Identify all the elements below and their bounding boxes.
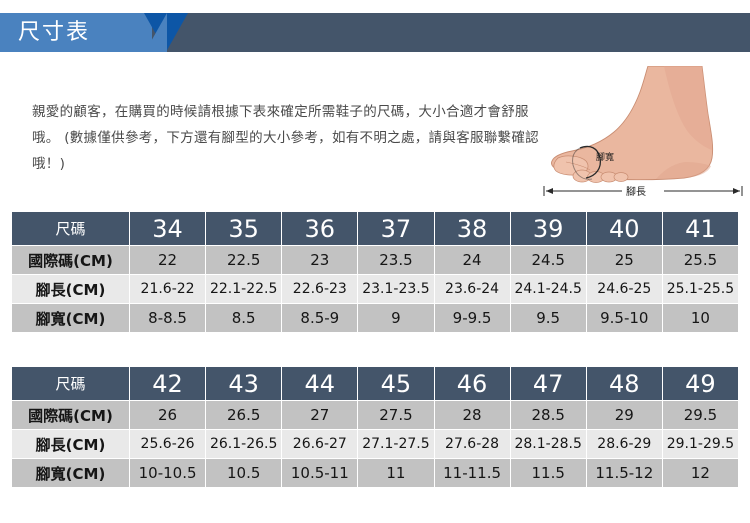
row-label-international: 國際碼(CM) (11, 245, 130, 275)
size-chart-table-small: 尺碼 34 35 36 37 38 39 40 41 國際碼(CM) 22 22… (11, 211, 740, 333)
header-size-3: 45 (357, 366, 435, 401)
cell-width-0: 10-10.5 (128, 458, 207, 488)
cell-width-7: 10 (661, 303, 740, 333)
cell-width-6: 11.5-12 (585, 458, 663, 488)
cell-intl-3: 27.5 (357, 400, 435, 430)
cell-width-1: 10.5 (205, 458, 283, 488)
cell-length-7: 25.1-25.5 (661, 274, 740, 304)
cell-intl-0: 26 (128, 400, 207, 430)
cell-length-1: 26.1-26.5 (205, 429, 283, 459)
cell-length-4: 23.6-24 (433, 274, 511, 304)
header-size-1: 43 (205, 366, 283, 401)
table-row: 國際碼(CM) 26 26.5 27 27.5 28 28.5 29 29.5 (11, 400, 740, 430)
table-row: 腳長(CM) 21.6-22 22.1-22.5 22.6-23 23.1-23… (11, 274, 740, 304)
header-size-5: 39 (509, 211, 587, 246)
header-size-1: 35 (205, 211, 283, 246)
cell-width-2: 8.5-9 (281, 303, 359, 333)
table-row: 腳寬(CM) 10-10.5 10.5 10.5-11 11 11-11.5 1… (11, 458, 740, 488)
cell-intl-3: 23.5 (357, 245, 435, 275)
cell-length-0: 25.6-26 (128, 429, 207, 459)
cell-intl-0: 22 (128, 245, 207, 275)
cell-length-1: 22.1-22.5 (205, 274, 283, 304)
header-size-4: 38 (433, 211, 511, 246)
cell-intl-4: 24 (433, 245, 511, 275)
table-row: 國際碼(CM) 22 22.5 23 23.5 24 24.5 25 25.5 (11, 245, 740, 275)
table-header-row: 尺碼 42 43 44 45 46 47 48 49 (11, 366, 740, 401)
header-size-3: 37 (357, 211, 435, 246)
header-size-7: 41 (661, 211, 740, 246)
header-size-2: 36 (281, 211, 359, 246)
cell-length-5: 24.1-24.5 (509, 274, 587, 304)
header-size-5: 47 (509, 366, 587, 401)
row-label-international: 國際碼(CM) (11, 400, 130, 430)
cell-width-4: 11-11.5 (433, 458, 511, 488)
row-label-foot-width: 腳寬(CM) (11, 458, 130, 488)
cell-length-2: 22.6-23 (281, 274, 359, 304)
cell-intl-1: 22.5 (205, 245, 283, 275)
cell-intl-2: 27 (281, 400, 359, 430)
cell-intl-6: 25 (585, 245, 663, 275)
foot-measurement-diagram: 腳寬 腳長 (536, 66, 750, 200)
cell-width-7: 12 (661, 458, 740, 488)
cell-length-6: 28.6-29 (585, 429, 663, 459)
header-size-label: 尺碼 (11, 211, 130, 246)
cell-intl-6: 29 (585, 400, 663, 430)
header-size-6: 48 (585, 366, 663, 401)
cell-intl-1: 26.5 (205, 400, 283, 430)
cell-width-1: 8.5 (205, 303, 283, 333)
cell-intl-2: 23 (281, 245, 359, 275)
table-header-row: 尺碼 34 35 36 37 38 39 40 41 (11, 211, 740, 246)
table-header: 尺碼 34 35 36 37 38 39 40 41 (11, 211, 740, 246)
cell-length-4: 27.6-28 (433, 429, 511, 459)
cell-length-3: 27.1-27.5 (357, 429, 435, 459)
table-row: 腳寬(CM) 8-8.5 8.5 8.5-9 9 9-9.5 9.5 9.5-1… (11, 303, 740, 333)
row-label-foot-length: 腳長(CM) (11, 274, 130, 304)
banner-wedge-light-shape (145, 13, 167, 52)
cell-intl-5: 28.5 (509, 400, 587, 430)
header-size-4: 46 (433, 366, 511, 401)
cell-width-4: 9-9.5 (433, 303, 511, 333)
size-chart-table-large: 尺碼 42 43 44 45 46 47 48 49 國際碼(CM) 26 26… (11, 366, 740, 488)
header-size-0: 42 (128, 366, 207, 401)
cell-length-6: 24.6-25 (585, 274, 663, 304)
cell-width-0: 8-8.5 (128, 303, 207, 333)
foot-side-view-icon: 腳寬 腳長 (543, 66, 743, 198)
cell-width-6: 9.5-10 (585, 303, 663, 333)
cell-width-3: 9 (357, 303, 435, 333)
header-size-6: 40 (585, 211, 663, 246)
header-size-7: 49 (661, 366, 740, 401)
cell-width-2: 10.5-11 (281, 458, 359, 488)
cell-length-2: 26.6-27 (281, 429, 359, 459)
cell-length-5: 28.1-28.5 (509, 429, 587, 459)
header-size-2: 44 (281, 366, 359, 401)
page-banner: 尺寸表 (0, 13, 750, 52)
page-title: 尺寸表 (18, 20, 91, 45)
cell-length-0: 21.6-22 (128, 274, 207, 304)
foot-width-label: 腳寬 (596, 151, 614, 163)
foot-length-label: 腳長 (626, 186, 646, 198)
header-size-0: 34 (128, 211, 207, 246)
cell-length-3: 23.1-23.5 (357, 274, 435, 304)
cell-intl-7: 25.5 (661, 245, 740, 275)
cell-intl-4: 28 (433, 400, 511, 430)
row-label-foot-length: 腳長(CM) (11, 429, 130, 459)
cell-length-7: 29.1-29.5 (661, 429, 740, 459)
banner-light-panel (0, 13, 152, 52)
table-header: 尺碼 42 43 44 45 46 47 48 49 (11, 366, 740, 401)
cell-width-5: 9.5 (509, 303, 587, 333)
cell-width-5: 11.5 (509, 458, 587, 488)
cell-width-3: 11 (357, 458, 435, 488)
intro-paragraph: 親愛的顧客，在購買的時候請根據下表來確定所需鞋子的尺碼，大小合適才會舒服哦。 (… (32, 104, 539, 172)
header-size-label: 尺碼 (11, 366, 130, 401)
row-label-foot-width: 腳寬(CM) (11, 303, 130, 333)
table-row: 腳長(CM) 25.6-26 26.1-26.5 26.6-27 27.1-27… (11, 429, 740, 459)
cell-intl-7: 29.5 (661, 400, 740, 430)
cell-intl-5: 24.5 (509, 245, 587, 275)
